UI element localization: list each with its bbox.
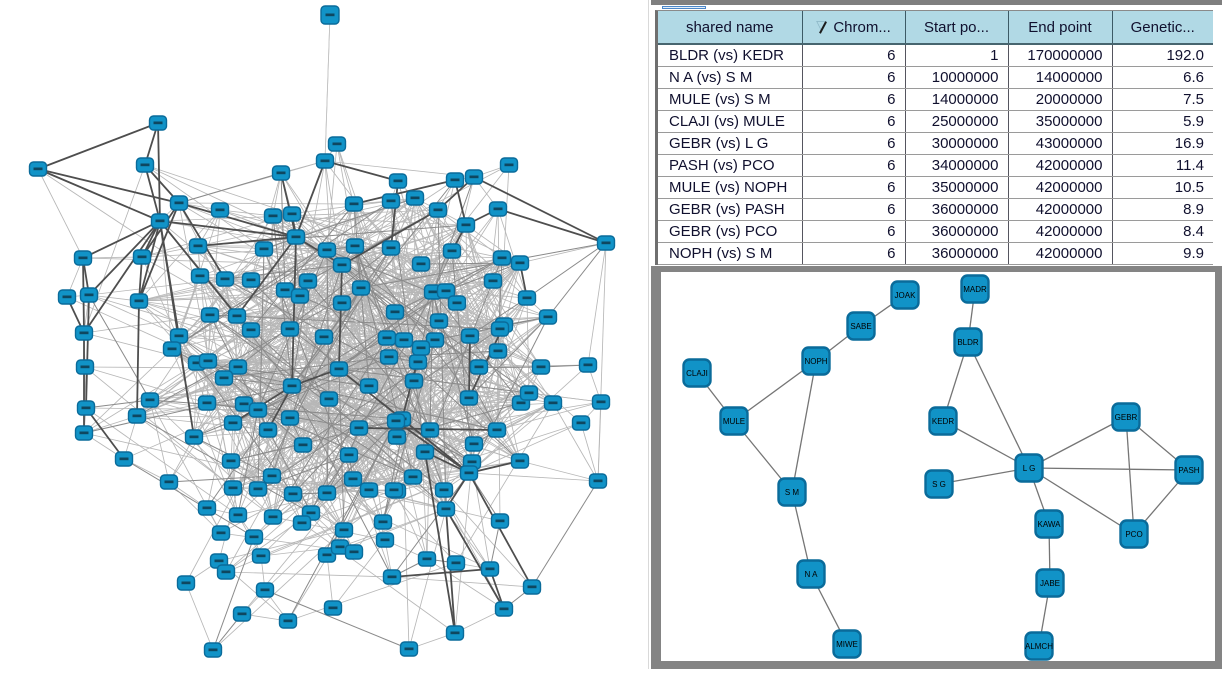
svg-text:PCO: PCO	[1125, 530, 1142, 539]
svg-text:KEDR: KEDR	[932, 417, 954, 426]
svg-text:N A: N A	[805, 570, 819, 579]
svg-text:SABE: SABE	[850, 322, 871, 331]
svg-text:S G: S G	[932, 480, 946, 489]
svg-text:BLDR: BLDR	[957, 338, 979, 347]
svg-text:GEBR: GEBR	[1115, 413, 1138, 422]
svg-text:MADR: MADR	[963, 285, 987, 294]
svg-text:S M: S M	[785, 488, 800, 497]
svg-text:NOPH: NOPH	[804, 357, 827, 366]
svg-text:JOAK: JOAK	[895, 291, 917, 300]
svg-text:JABE: JABE	[1040, 579, 1060, 588]
svg-text:CLAJI: CLAJI	[686, 369, 708, 378]
svg-text:MIWE: MIWE	[836, 640, 858, 649]
svg-text:KAWA: KAWA	[1038, 520, 1062, 529]
svg-text:MULE: MULE	[723, 417, 745, 426]
svg-text:L G: L G	[1023, 464, 1036, 473]
svg-text:ALMCH: ALMCH	[1025, 642, 1053, 651]
svg-text:PASH: PASH	[1178, 466, 1199, 475]
